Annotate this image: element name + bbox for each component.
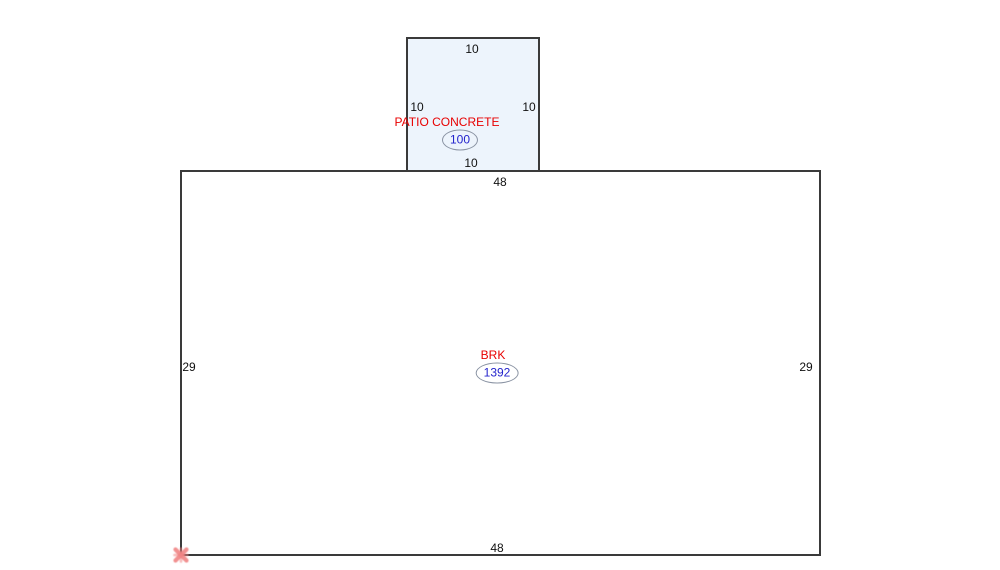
patio-shape-label: PATIO CONCRETE <box>394 115 500 129</box>
patio-dimension-top: 10 <box>465 42 479 56</box>
patio-dimension-right: 10 <box>522 100 536 114</box>
patio-area-value: 100 <box>441 129 479 151</box>
brk-area-bubble: 1392 <box>475 362 519 384</box>
patio-area-bubble: 100 <box>441 129 479 151</box>
brk-dimension-bottom: 48 <box>490 541 504 555</box>
brk-dimension-left: 29 <box>182 360 196 374</box>
brk-shape-label: BRK <box>480 348 506 362</box>
patio-dimension-left: 10 <box>410 100 424 114</box>
brk-area-value: 1392 <box>475 362 519 384</box>
brk-dimension-right: 29 <box>799 360 813 374</box>
patio-dimension-bottom: 10 <box>464 156 478 170</box>
patio-concrete-shape[interactable] <box>406 37 540 172</box>
brk-dimension-top: 48 <box>493 175 507 189</box>
vertex-marker-icon[interactable] <box>172 546 190 564</box>
